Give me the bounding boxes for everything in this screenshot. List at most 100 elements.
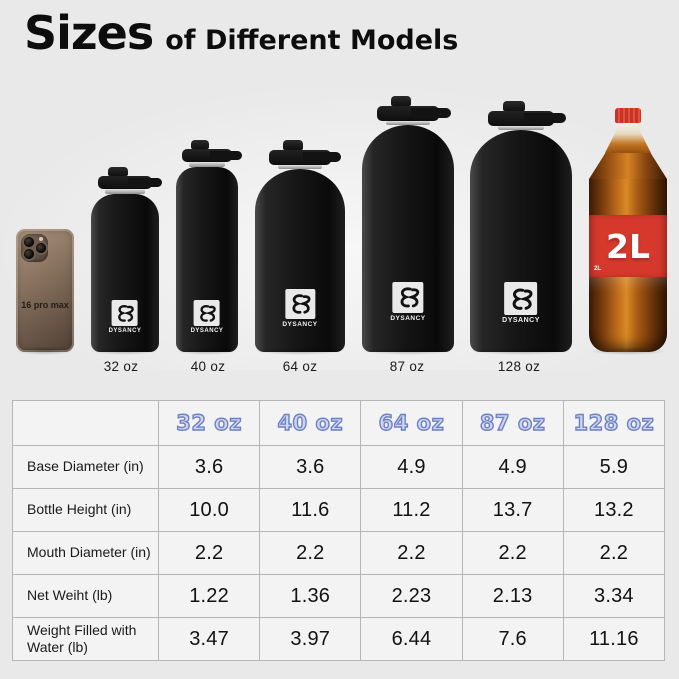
shadow — [362, 347, 454, 355]
bottle-caption-32oz: 32 oz — [103, 359, 139, 374]
page-title: Sizes of Different Models — [24, 6, 458, 60]
bottle-caption-40oz: 40 oz — [190, 359, 226, 374]
cell-value: 13.7 — [461, 488, 564, 532]
cell-value: 11.6 — [259, 488, 362, 532]
bottle-40oz-image: DYSANCY — [176, 140, 242, 355]
corner-cell — [12, 400, 159, 446]
brand-logo: DYSANCY — [191, 300, 224, 334]
cell-value: 2.2 — [461, 531, 564, 575]
brand-name: DYSANCY — [190, 328, 224, 334]
bottle-lid — [182, 149, 242, 162]
brand-name: DYSANCY — [502, 317, 540, 324]
bottle-body: DYSANCY — [362, 125, 454, 352]
bottle-87oz-image: DYSANCY — [362, 96, 454, 355]
steel-ring — [386, 121, 430, 125]
cell-value: 13.2 — [562, 488, 666, 532]
col-header-32oz: 32 oz — [157, 400, 261, 446]
cola-label: 2L 2L — [589, 215, 667, 277]
logo-mark-icon — [284, 289, 315, 319]
cola-2l-bottle-image: 2L 2L — [589, 108, 667, 355]
bottle-spout — [283, 140, 303, 150]
cell-value: 3.34 — [562, 574, 666, 618]
title-sub: of Different Models — [165, 25, 459, 56]
row-label: Bottle Height (in) — [12, 488, 159, 532]
cell-value: 11.2 — [360, 488, 463, 532]
table-row-net-weight: Net Weiht (lb) 1.22 1.36 2.23 2.13 3.34 — [12, 574, 666, 618]
cell-value: 2.2 — [157, 531, 261, 575]
cola-cap — [615, 108, 641, 123]
bottle-caption-64oz: 64 oz — [282, 359, 318, 374]
logo-mark-icon — [392, 282, 424, 313]
camera-lens-icon — [36, 243, 46, 253]
row-label: Base Diameter (in) — [12, 445, 159, 489]
cell-value: 10.0 — [157, 488, 261, 532]
bottle-body: DYSANCY — [91, 194, 159, 352]
shadow — [176, 347, 238, 355]
steel-ring — [278, 165, 322, 169]
shadow — [470, 347, 572, 355]
bottle-32oz-image: DYSANCY — [91, 167, 162, 355]
cell-value: 3.97 — [259, 617, 362, 661]
brand-logo: DYSANCY — [282, 289, 317, 328]
cell-value: 2.2 — [259, 531, 362, 575]
row-label: Net Weiht (lb) — [12, 574, 159, 618]
col-header-87oz: 87 oz — [461, 400, 564, 446]
spec-table-header-row: 32 oz 40 oz 64 oz 87 oz 128 oz — [12, 400, 666, 446]
bottle-body: DYSANCY — [470, 130, 572, 352]
cell-value: 2.13 — [461, 574, 564, 618]
shadow — [255, 347, 345, 355]
bottle-handle — [303, 152, 341, 162]
bottle-lid — [488, 111, 566, 126]
cell-value: 4.9 — [360, 445, 463, 489]
camera-flash-icon — [39, 237, 43, 241]
steel-ring — [105, 189, 145, 194]
phone-label: 16 pro max — [21, 300, 69, 311]
brand-name: DYSANCY — [108, 328, 142, 334]
logo-mark-icon — [504, 282, 538, 315]
cola-volume-label: 2L — [606, 226, 650, 266]
camera-lens-icon — [24, 249, 34, 259]
brand-logo: DYSANCY — [502, 282, 540, 324]
brand-logo: DYSANCY — [109, 300, 142, 334]
cell-value: 1.36 — [259, 574, 362, 618]
cell-value: 3.6 — [259, 445, 362, 489]
cell-value: 6.44 — [360, 617, 463, 661]
cell-value: 3.47 — [157, 617, 261, 661]
cell-value: 2.2 — [360, 531, 463, 575]
cell-value: 11.16 — [562, 617, 666, 661]
spec-table: 32 oz 40 oz 64 oz 87 oz 128 oz Base Diam… — [12, 400, 666, 661]
bottle-spout — [108, 167, 128, 176]
cola-body — [589, 179, 667, 215]
steel-ring — [498, 126, 544, 130]
cola-volume-small-label: 2L — [594, 266, 602, 272]
row-label: Weight Filled with Water (lb) — [12, 617, 159, 661]
shadow — [589, 347, 667, 355]
cell-value: 3.6 — [157, 445, 261, 489]
bottle-handle — [524, 113, 566, 123]
logo-mark-icon — [194, 300, 220, 326]
brand-name: DYSANCY — [282, 321, 318, 328]
brand-name: DYSANCY — [390, 315, 426, 322]
cell-value: 4.9 — [461, 445, 564, 489]
logo-mark-icon — [112, 300, 138, 326]
cola-neck — [605, 123, 651, 153]
table-row-filled-weight: Weight Filled with Water (lb) 3.47 3.97 … — [12, 617, 666, 661]
bottle-lid — [269, 150, 341, 165]
table-row-bottle-height: Bottle Height (in) 10.0 11.6 11.2 13.7 1… — [12, 488, 666, 532]
cell-value: 2.2 — [562, 531, 666, 575]
brand-logo: DYSANCY — [390, 282, 425, 322]
bottle-caption-87oz: 87 oz — [389, 359, 425, 374]
table-row-mouth-diameter: Mouth Diameter (in) 2.2 2.2 2.2 2.2 2.2 — [12, 531, 666, 575]
cell-value: 5.9 — [562, 445, 666, 489]
cell-value: 1.22 — [157, 574, 261, 618]
col-header-40oz: 40 oz — [259, 400, 362, 446]
bottle-handle — [411, 108, 451, 118]
col-header-128oz: 128 oz — [562, 400, 666, 446]
bottle-lid — [98, 176, 162, 189]
bottle-caption-128oz: 128 oz — [497, 359, 541, 374]
cola-shoulder — [589, 153, 667, 179]
bottle-spout — [503, 101, 525, 111]
steel-ring — [189, 162, 225, 167]
bottle-handle — [210, 151, 242, 160]
